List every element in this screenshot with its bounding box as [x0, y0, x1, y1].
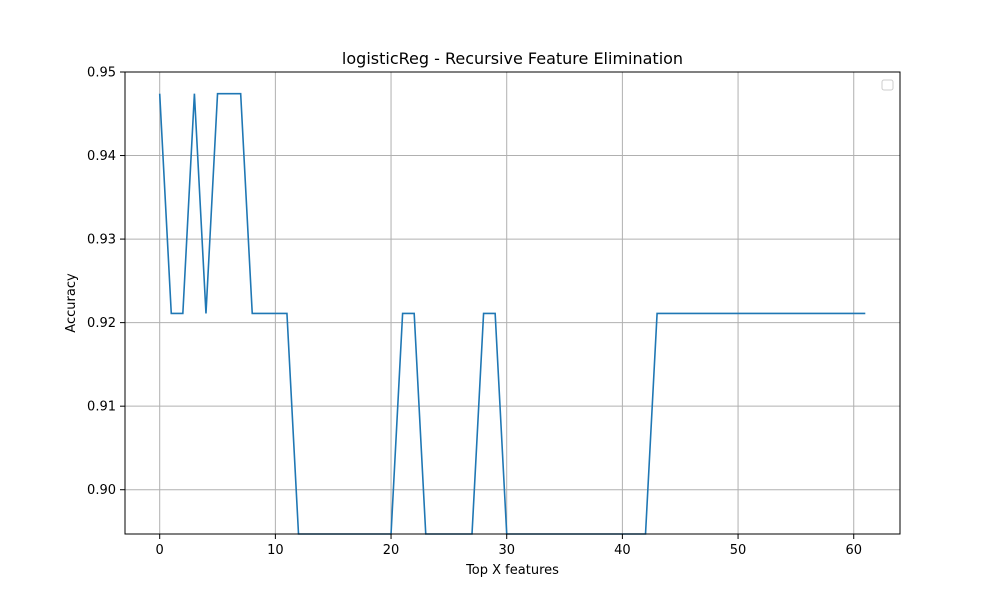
x-tick-label: 20 [383, 543, 400, 558]
x-tick-label: 40 [614, 543, 631, 558]
y-tick-label: 0.94 [87, 149, 116, 164]
y-tick-label: 0.95 [87, 66, 116, 81]
x-tick-label: 0 [156, 543, 164, 558]
y-tick-label: 0.92 [87, 316, 116, 331]
y-axis-title: Accuracy [64, 273, 79, 333]
x-tick-label: 60 [845, 543, 862, 558]
y-tick-label: 0.93 [87, 233, 116, 248]
x-tick-label: 50 [730, 543, 747, 558]
x-tick-label: 30 [498, 543, 515, 558]
y-axis-ticks: 0.90 0.91 0.92 0.93 0.94 0.95 [87, 66, 125, 498]
x-axis-title: Top X features [465, 563, 559, 578]
legend-box[interactable] [881, 79, 894, 91]
plot-frame [124, 71, 901, 535]
y-tick-label: 0.90 [87, 483, 116, 498]
x-tick-label: 10 [267, 543, 284, 558]
x-axis-ticks: 0 10 20 30 40 50 60 [156, 534, 862, 558]
chart-title: logisticReg - Recursive Feature Eliminat… [342, 49, 683, 68]
y-tick-label: 0.91 [87, 400, 116, 415]
